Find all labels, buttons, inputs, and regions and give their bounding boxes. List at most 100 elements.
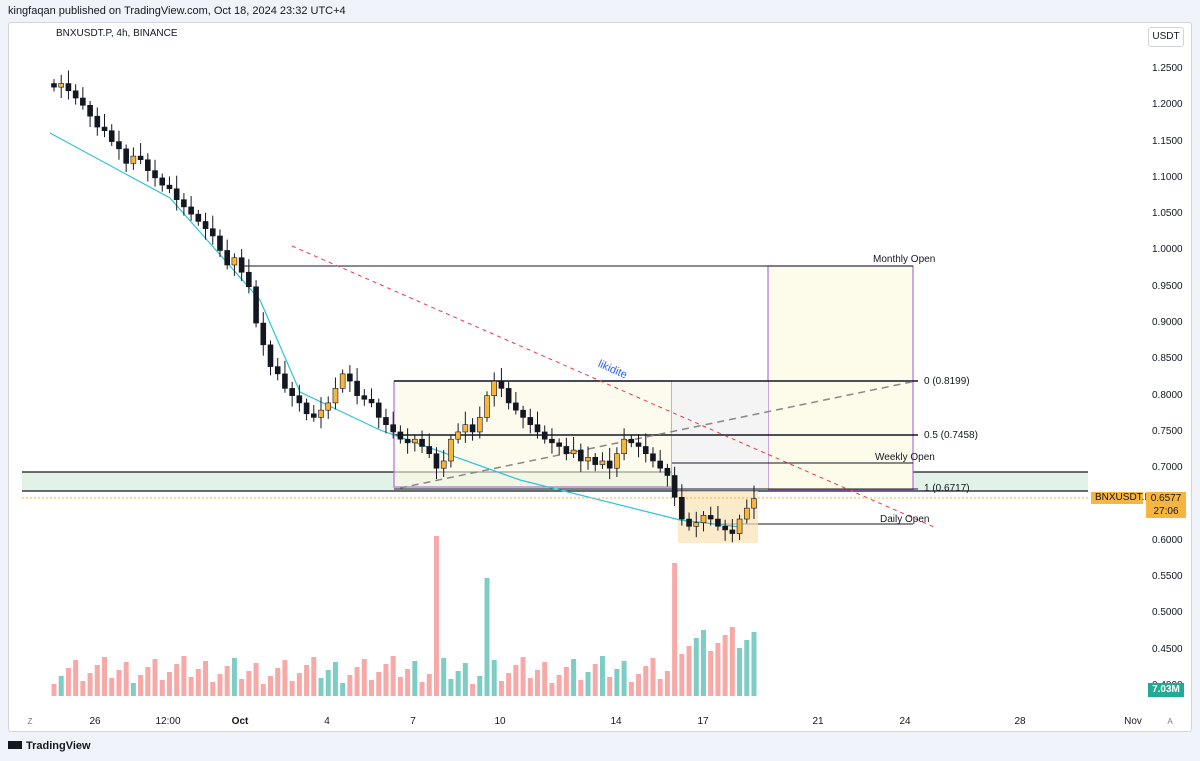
auto-scale-button[interactable]: A: [1167, 717, 1173, 726]
volume-bar: [614, 669, 620, 696]
candle-body: [469, 424, 476, 433]
candle-body: [217, 235, 223, 251]
volume-bar: [737, 648, 743, 696]
volume-bar: [592, 664, 598, 696]
y-tick-label: 0.7500: [1152, 425, 1183, 437]
volume-bar: [556, 675, 562, 696]
candle-body: [231, 257, 238, 266]
volume-bar: [708, 651, 714, 696]
x-tick-label: Oct: [231, 716, 249, 727]
volume-bar: [657, 679, 663, 696]
candle-body: [498, 380, 505, 389]
volume-bar: [340, 683, 346, 696]
volume-bar: [289, 681, 295, 696]
volume-bar: [527, 678, 533, 696]
candle-body: [368, 398, 375, 404]
volume-bar: [181, 656, 187, 696]
candlesticks: [51, 70, 757, 543]
volume-bar: [397, 677, 403, 696]
candle-body: [578, 449, 584, 462]
candle-body: [541, 431, 548, 440]
volume-bar: [686, 646, 692, 696]
x-tick-label: 26: [89, 716, 101, 727]
volume-bar: [94, 665, 100, 696]
volume-bar: [643, 666, 649, 696]
candle-body: [448, 438, 454, 462]
candle-body: [686, 518, 692, 527]
x-tick-label: Nov: [1124, 716, 1142, 727]
candle-body: [130, 155, 137, 164]
candle-body: [94, 115, 101, 128]
volume-bar: [217, 674, 223, 696]
volume-bar: [239, 679, 245, 696]
volume-bar: [520, 657, 526, 696]
volume-bar: [513, 665, 519, 696]
volume-bar: [376, 672, 382, 696]
candle-body: [397, 431, 404, 440]
volume-bar: [203, 661, 209, 696]
volume-bar: [361, 659, 367, 696]
candle-body: [563, 446, 570, 455]
volume-bar: [542, 662, 548, 696]
volume-bar: [87, 673, 93, 696]
volume-bar: [174, 664, 180, 696]
candle-body: [383, 417, 389, 425]
candle-body: [505, 388, 512, 404]
volume-bar: [145, 667, 151, 696]
volume-bar: [318, 678, 324, 696]
candle-body: [137, 155, 144, 161]
candle-body: [347, 373, 353, 382]
support-trendline: [49, 132, 741, 528]
volume-bar: [484, 578, 490, 696]
candle-body: [303, 402, 310, 415]
y-tick-label: 0.9000: [1152, 317, 1183, 329]
monthly-open-label: Monthly Open: [873, 254, 936, 265]
y-tick-label: 0.4500: [1152, 643, 1183, 655]
candle-body: [419, 438, 425, 447]
volume-bar: [405, 669, 411, 696]
volume-bar: [672, 563, 678, 696]
tradingview-logo[interactable]: TradingView: [8, 740, 91, 752]
candle-body: [534, 424, 541, 433]
volume-bar: [491, 660, 497, 696]
candle-body: [570, 449, 577, 455]
candle-body: [123, 148, 129, 164]
candle-body: [700, 515, 707, 523]
y-tick-label: 0.5500: [1152, 571, 1183, 583]
volume-bar: [224, 666, 230, 696]
volume-bar: [390, 656, 396, 696]
volume-bar: [693, 638, 699, 696]
projection-box: [767, 265, 914, 491]
volume-bar: [253, 663, 259, 696]
candle-body: [72, 90, 79, 99]
candle-body: [484, 395, 490, 418]
y-tick-label: 0.5000: [1152, 607, 1183, 619]
candle-body: [296, 395, 303, 404]
candle-body: [224, 250, 230, 266]
volume-bar: [80, 681, 86, 696]
volume-bar: [354, 667, 360, 696]
volume-bar: [282, 660, 288, 696]
volume-bar: [628, 682, 634, 696]
y-tick-label: 1.1500: [1152, 135, 1183, 147]
volume-bar: [621, 661, 627, 696]
candle-body: [715, 518, 721, 527]
volume-bar: [455, 671, 461, 696]
candle-body: [606, 460, 613, 469]
y-tick-label: 1.1000: [1152, 171, 1183, 183]
candle-body: [657, 460, 663, 469]
candle-body: [267, 344, 274, 367]
x-tick-label: 14: [610, 716, 622, 727]
candle-body: [585, 457, 591, 462]
volume-bar: [722, 635, 728, 696]
candle-body: [253, 286, 259, 324]
volume-bar: [267, 676, 273, 696]
volume-bar: [498, 681, 504, 696]
candle-body: [166, 184, 173, 190]
volume-bar: [275, 668, 281, 696]
volume-bar: [535, 670, 541, 696]
x-tick-label: 24: [899, 716, 911, 727]
volume-bar: [296, 673, 302, 696]
currency-button[interactable]: USDT: [1148, 27, 1184, 47]
zoom-button[interactable]: Z: [27, 717, 33, 726]
